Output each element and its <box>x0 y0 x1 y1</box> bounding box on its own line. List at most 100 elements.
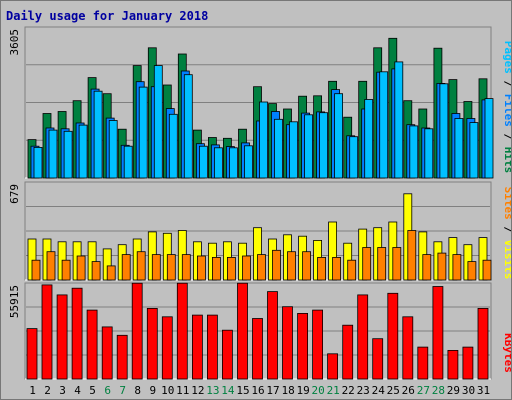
bar-sites-day-12 <box>196 255 206 281</box>
bar-kbytes-day-29 <box>447 349 459 380</box>
legend-hits: Hits <box>502 147 511 174</box>
bar-kbytes-day-13 <box>206 314 218 380</box>
legend-middle: Sites / Visits <box>502 187 511 280</box>
day-label-9: 9 <box>149 384 156 397</box>
bar-kbytes-day-27 <box>417 346 429 380</box>
day-label-27: 27 <box>417 384 430 397</box>
day-label-17: 17 <box>266 384 279 397</box>
bar-pages-day-2 <box>48 129 58 179</box>
day-label-4: 4 <box>74 384 81 397</box>
bar-kbytes-day-16 <box>252 318 263 380</box>
bar-sites-day-26 <box>407 230 417 281</box>
bar-sites-day-20 <box>317 256 327 281</box>
bar-sites-day-19 <box>302 251 312 281</box>
day-label-16: 16 <box>251 384 264 397</box>
bar-sites-day-25 <box>392 247 402 281</box>
bar-kbytes-day-8 <box>131 282 143 380</box>
day-label-2: 2 <box>44 384 51 397</box>
day-label-15: 15 <box>236 384 249 397</box>
bar-kbytes-day-2 <box>41 284 53 380</box>
bar-pages-day-5 <box>93 90 103 179</box>
day-label-14: 14 <box>221 384 235 397</box>
day-label-1: 1 <box>29 384 36 397</box>
bar-kbytes-day-4 <box>71 287 83 380</box>
day-label-24: 24 <box>372 384 386 397</box>
top-panel: 3605 <box>8 26 494 179</box>
bar-sites-day-16 <box>257 254 266 281</box>
bar-sites-day-30 <box>467 261 477 281</box>
legend-sep-3: / <box>502 220 511 240</box>
bar-pages-day-22 <box>349 136 359 179</box>
bar-kbytes-day-26 <box>402 316 414 380</box>
bar-kbytes-day-10 <box>161 316 173 380</box>
legend-sites: Sites <box>502 187 511 220</box>
legend-kbytes: KBytes <box>502 333 511 373</box>
bar-kbytes-day-5 <box>86 309 98 380</box>
bar-pages-day-10 <box>168 113 178 179</box>
bar-pages-day-20 <box>319 112 329 179</box>
bar-kbytes-day-9 <box>146 307 158 380</box>
day-label-31: 31 <box>477 384 490 397</box>
day-label-3: 3 <box>59 384 66 397</box>
bar-sites-day-21 <box>332 256 342 281</box>
bar-sites-day-3 <box>61 259 71 281</box>
middle-panel: 679 <box>8 181 492 281</box>
day-label-8: 8 <box>134 384 141 397</box>
bar-sites-day-7 <box>121 254 131 281</box>
bar-pages-day-9 <box>153 65 163 179</box>
bar-pages-day-31 <box>484 98 494 179</box>
bar-pages-day-27 <box>424 128 434 179</box>
bar-pages-day-30 <box>469 122 479 179</box>
bar-kbytes-day-20 <box>312 309 324 380</box>
bar-kbytes-day-7 <box>116 334 128 380</box>
bar-kbytes-day-31 <box>477 307 489 380</box>
bar-sites-day-17 <box>272 249 281 281</box>
bar-pages-day-16 <box>259 101 268 179</box>
bar-kbytes-day-23 <box>357 294 369 380</box>
day-label-20: 20 <box>311 384 324 397</box>
bar-pages-day-19 <box>304 114 314 179</box>
bar-pages-day-7 <box>123 145 133 179</box>
bar-kbytes-day-18 <box>282 306 293 380</box>
day-label-5: 5 <box>89 384 96 397</box>
bar-pages-day-18 <box>289 121 298 179</box>
bar-sites-day-22 <box>347 259 357 281</box>
bar-pages-day-21 <box>334 93 344 179</box>
bar-sites-day-23 <box>362 247 372 281</box>
bar-sites-day-13 <box>211 256 221 281</box>
bar-pages-day-28 <box>439 83 449 179</box>
bar-sites-day-4 <box>76 255 86 281</box>
bar-sites-day-27 <box>422 254 432 281</box>
bar-kbytes-day-25 <box>387 292 399 380</box>
day-label-25: 25 <box>387 384 400 397</box>
day-label-11: 11 <box>176 384 189 397</box>
bar-pages-day-8 <box>138 86 148 179</box>
bar-pages-day-14 <box>228 147 238 179</box>
bar-sites-day-24 <box>377 247 387 281</box>
legend-sep-1: / <box>502 74 511 94</box>
day-label-7: 7 <box>119 384 126 397</box>
bar-pages-day-11 <box>183 74 193 179</box>
bar-pages-day-13 <box>213 147 223 179</box>
bar-pages-day-3 <box>63 130 73 179</box>
bar-pages-day-15 <box>244 145 253 179</box>
legend-pages: Pages <box>502 41 511 74</box>
bar-kbytes-day-6 <box>101 326 113 380</box>
bar-kbytes-day-14 <box>221 329 233 380</box>
bar-kbytes-day-1 <box>26 328 38 380</box>
bar-sites-day-28 <box>437 252 447 281</box>
bar-pages-day-23 <box>364 99 374 179</box>
bottom-panel: 55915 <box>8 282 492 380</box>
bar-sites-day-15 <box>242 255 251 281</box>
day-label-19: 19 <box>296 384 309 397</box>
day-label-30: 30 <box>462 384 475 397</box>
legend-files: Files <box>502 94 511 127</box>
day-label-10: 10 <box>161 384 174 397</box>
bar-kbytes-day-19 <box>297 312 309 380</box>
bar-sites-day-29 <box>452 254 462 281</box>
legend-sep-2: / <box>502 127 511 147</box>
bar-pages-day-17 <box>274 118 283 179</box>
day-label-21: 21 <box>327 384 340 397</box>
bar-sites-day-1 <box>31 259 41 281</box>
